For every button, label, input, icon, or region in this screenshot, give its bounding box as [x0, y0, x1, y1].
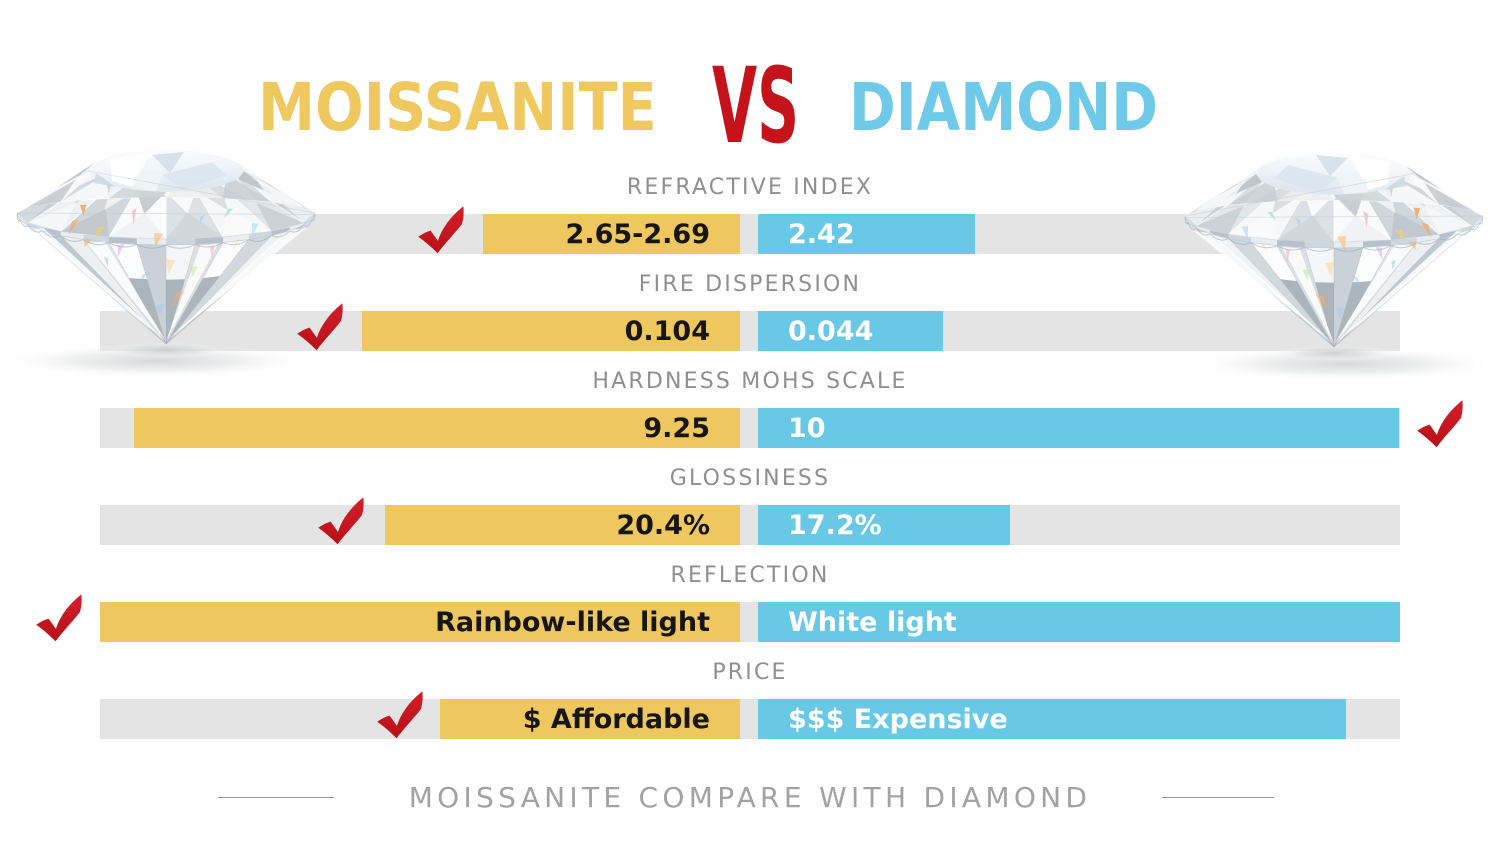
checkmark-icon: [318, 497, 364, 545]
row-label-refractive-index: REFRACTIVE INDEX: [626, 175, 874, 200]
bar-track-glossiness: 20.4% 17.2%: [100, 505, 1400, 545]
diamond-bar: White light: [758, 602, 1400, 642]
moissanite-bar: 20.4%: [385, 505, 740, 545]
diamond-photo-right: [1184, 152, 1486, 382]
checkmark-icon: [1417, 400, 1463, 448]
row-label-price: PRICE: [712, 660, 788, 685]
moissanite-bar: 2.65-2.69: [483, 214, 740, 254]
bar-track-price: $ Affordable $$$ Expensive: [100, 699, 1400, 739]
footer-line-left: [218, 797, 334, 798]
diamond-bar: 2.42: [758, 214, 975, 254]
diamond-photo-left: [14, 149, 316, 379]
moissanite-bar: Rainbow-like light: [100, 602, 740, 642]
row-label-reflection: REFLECTION: [670, 563, 830, 588]
moissanite-bar: $ Affordable: [440, 699, 740, 739]
moissanite-bar: 9.25: [134, 408, 740, 448]
row-label-hardness: HARDNESS MOHS SCALE: [592, 369, 908, 394]
title-diamond: DIAMOND: [849, 69, 1158, 146]
row-label-fire-dispersion: FIRE DISPERSION: [638, 272, 862, 297]
checkmark-icon: [377, 691, 423, 739]
bar-track-refractive-index: 2.65-2.69 2.42: [100, 214, 1400, 254]
bar-track-hardness: 9.25 10: [100, 408, 1400, 448]
row-label-glossiness: GLOSSINESS: [669, 466, 831, 491]
diamond-bar: 0.044: [758, 311, 943, 351]
diamond-bar: 17.2%: [758, 505, 1010, 545]
checkmark-icon: [418, 206, 464, 254]
diamond-bar: 10: [758, 408, 1399, 448]
diamond-bar: $$$ Expensive: [758, 699, 1346, 739]
bar-track-reflection: Rainbow-like light White light: [100, 602, 1400, 642]
checkmark-icon: [36, 594, 82, 642]
moissanite-bar: 0.104: [362, 311, 740, 351]
title-moissanite: MOISSANITE: [258, 69, 657, 146]
footer-caption: MOISSANITE COMPARE WITH DIAMOND: [408, 781, 1092, 814]
footer-line-right: [1162, 797, 1274, 798]
title-vs: VS: [712, 45, 800, 167]
